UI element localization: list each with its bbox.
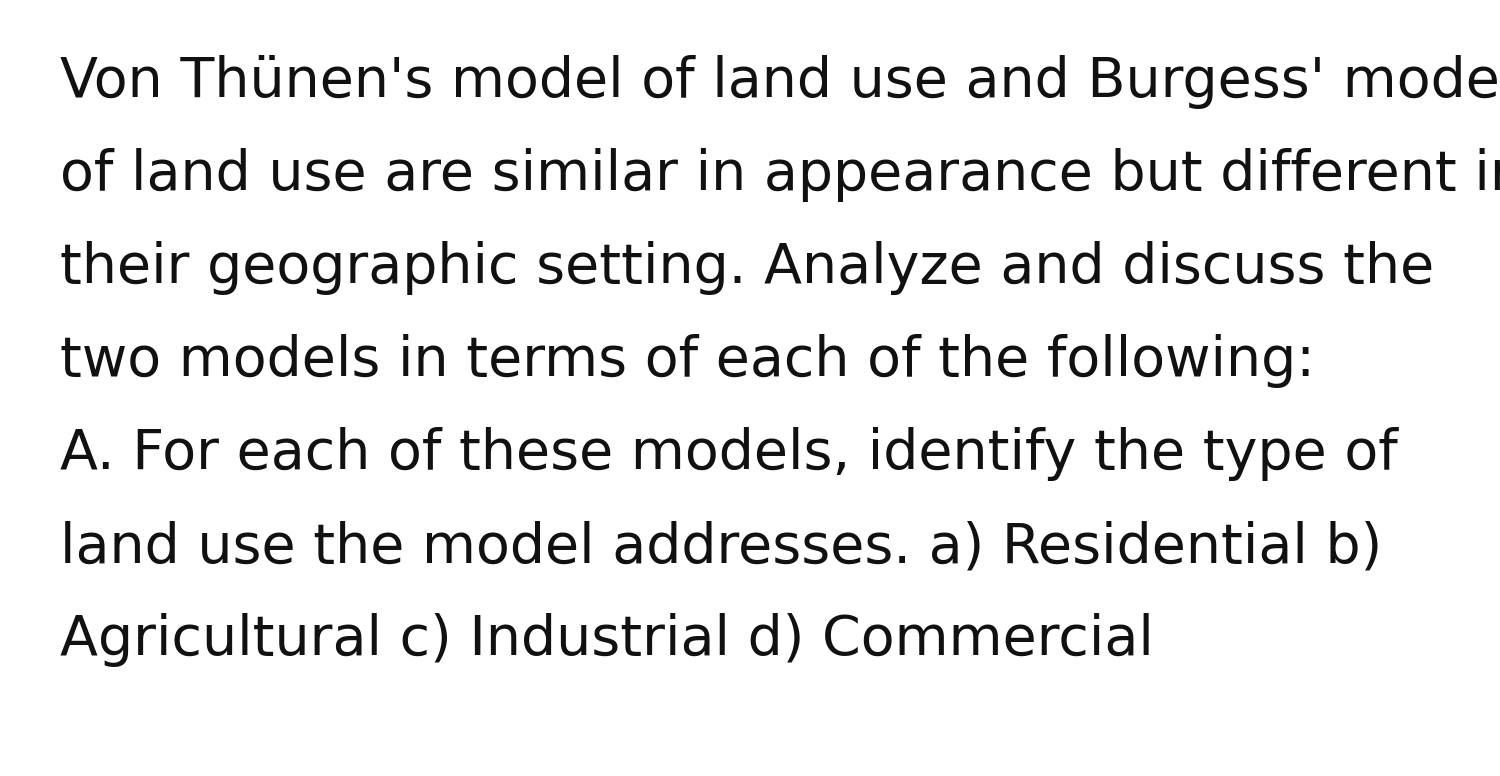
Text: two models in terms of each of the following:: two models in terms of each of the follo… [60, 334, 1316, 388]
Text: Agricultural c) Industrial d) Commercial: Agricultural c) Industrial d) Commercial [60, 613, 1154, 667]
Text: of land use are similar in appearance but different in: of land use are similar in appearance bu… [60, 148, 1500, 202]
Text: Von Thünen's model of land use and Burgess' model: Von Thünen's model of land use and Burge… [60, 55, 1500, 109]
Text: land use the model addresses. a) Residential b): land use the model addresses. a) Residen… [60, 520, 1383, 574]
Text: A. For each of these models, identify the type of: A. For each of these models, identify th… [60, 427, 1398, 481]
Text: their geographic setting. Analyze and discuss the: their geographic setting. Analyze and di… [60, 241, 1434, 295]
